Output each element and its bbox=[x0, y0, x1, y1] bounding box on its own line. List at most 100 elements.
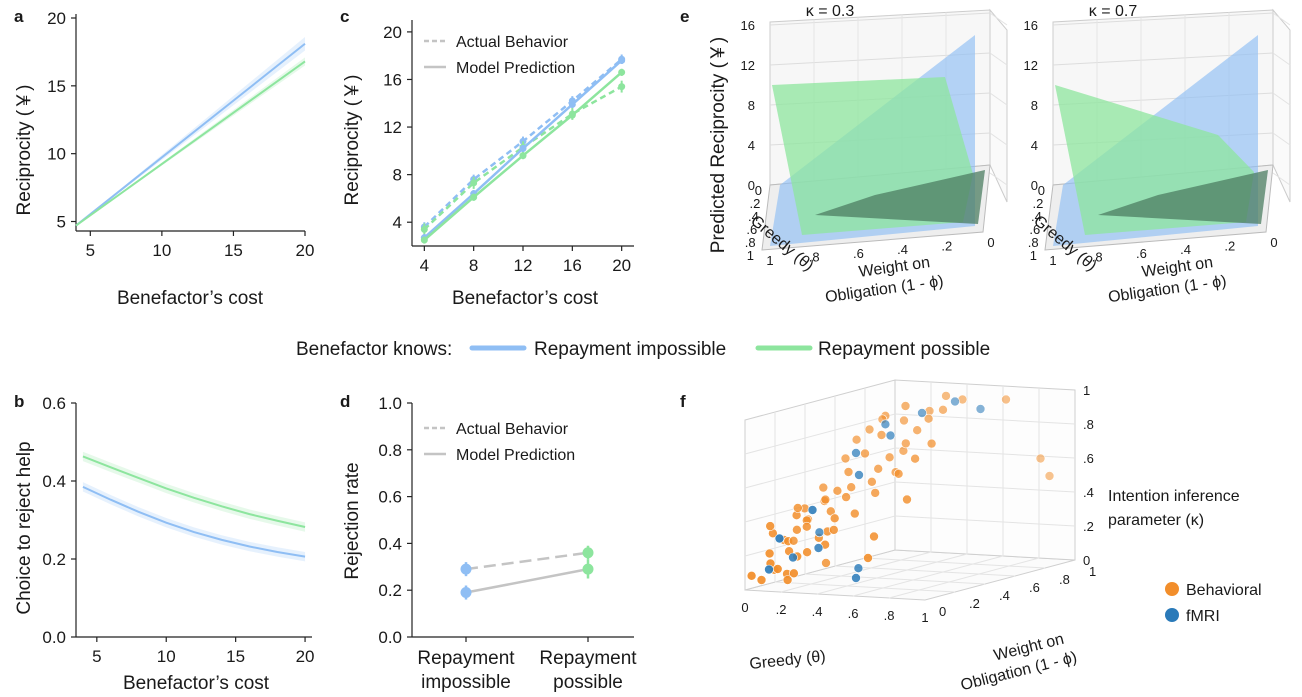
legend-title: Benefactor knows: bbox=[296, 339, 452, 360]
behavioral-point bbox=[910, 453, 920, 464]
behavioral-point bbox=[926, 438, 937, 449]
panel-a-xlabel: Benefactor’s cost bbox=[117, 288, 264, 309]
theta-tick-label: .6 bbox=[746, 222, 757, 237]
z-tick-label: 8 bbox=[1031, 98, 1038, 113]
kappa-tick-label: .2 bbox=[1083, 519, 1094, 534]
behavioral-point bbox=[870, 488, 881, 498]
panel-f-zlabel-1: Intention inference bbox=[1108, 488, 1240, 505]
data-point bbox=[470, 193, 478, 201]
fit-curve-possible bbox=[82, 455, 306, 528]
back-right-pane bbox=[894, 379, 1076, 561]
theta-tick-label: 0 bbox=[755, 183, 762, 198]
panel-label-a: a bbox=[14, 7, 24, 26]
panel-label-f: f bbox=[680, 392, 686, 411]
panel-b-xlabel: Benefactor’s cost bbox=[123, 673, 270, 694]
behavioral-point bbox=[876, 430, 887, 440]
legend-actual-label-d: Actual Behavior bbox=[456, 421, 569, 438]
y-tick-label: 0.6 bbox=[378, 488, 402, 507]
behavioral-point bbox=[912, 425, 923, 436]
behavioral-point bbox=[1001, 394, 1011, 405]
behavioral-point bbox=[782, 575, 793, 585]
fmri-point bbox=[885, 430, 896, 441]
fmri-point bbox=[917, 408, 927, 418]
weight-tick-label: .4 bbox=[897, 242, 908, 257]
x-tick-label: 10 bbox=[152, 241, 171, 260]
legend-fmri-label: fMRI bbox=[1186, 608, 1220, 625]
fmri-point bbox=[851, 448, 861, 458]
panel-f-legend: Behavioral fMRI bbox=[1165, 582, 1262, 625]
behavioral-point bbox=[864, 424, 875, 435]
y-tick-label: 0.6 bbox=[42, 394, 66, 413]
grid-line bbox=[989, 92, 1008, 106]
x-tick-label: 16 bbox=[563, 256, 582, 275]
confidence-band-possible bbox=[76, 57, 305, 226]
weight-tick-label: .4 bbox=[1180, 242, 1191, 257]
panel-label-e: e bbox=[680, 7, 689, 26]
grid-line bbox=[744, 447, 896, 489]
category-label: impossible bbox=[421, 672, 511, 693]
y-tick-label: 0.0 bbox=[378, 628, 402, 647]
legend-behavioral-label: Behavioral bbox=[1186, 582, 1262, 599]
y-tick-label: 1.0 bbox=[378, 394, 402, 413]
y-tick-label: 20 bbox=[383, 23, 402, 42]
fit-line-possible bbox=[75, 60, 306, 227]
weight-axis-label-2: Obligation (1 - ϕ) bbox=[1107, 273, 1227, 306]
data-point bbox=[420, 225, 428, 233]
x-tick-label: 20 bbox=[296, 647, 315, 666]
y-tick-label: 4 bbox=[393, 213, 402, 232]
panel-a: a 5 10 15 20 5 10 15 20 Benefactor’s cost Recip… bbox=[14, 7, 314, 309]
behavioral-point bbox=[821, 558, 831, 568]
fmri-point bbox=[807, 505, 818, 515]
fmri-point bbox=[788, 552, 798, 563]
theta-tick-label: .6 bbox=[1029, 222, 1040, 237]
confidence-band-possible bbox=[82, 451, 306, 532]
legend-actual-label: Actual Behavior bbox=[456, 34, 569, 51]
z-tick-label: 4 bbox=[1031, 138, 1038, 153]
y-tick-label: 10 bbox=[47, 145, 66, 164]
category-label: possible bbox=[553, 672, 623, 693]
grid-line bbox=[852, 555, 1004, 597]
grid-line bbox=[744, 413, 896, 455]
grid-line bbox=[989, 12, 1008, 26]
side-wall bbox=[989, 8, 1008, 203]
weight-tick-label: .8 bbox=[1092, 249, 1103, 264]
panel-d-legend: Actual Behavior Model Prediction bbox=[424, 421, 575, 464]
behavioral-point bbox=[900, 401, 911, 411]
behavioral-point bbox=[893, 468, 904, 479]
fit-line-impossible bbox=[75, 42, 306, 227]
x-tick-label: 15 bbox=[224, 241, 243, 260]
data-point bbox=[519, 144, 527, 152]
data-point bbox=[618, 68, 626, 76]
y-tick-label: 0.2 bbox=[378, 581, 402, 600]
x-tick-label: 20 bbox=[612, 256, 631, 275]
data-point bbox=[618, 56, 626, 64]
greedy-tick-label: .6 bbox=[848, 606, 859, 621]
subplot-title: κ = 0.3 bbox=[806, 3, 855, 20]
behavioral-point bbox=[867, 476, 877, 487]
grid-line bbox=[1272, 92, 1291, 106]
kappa-tick-label: .8 bbox=[1083, 417, 1094, 432]
panel-label-c: c bbox=[340, 7, 349, 26]
kappa-tick-label: 1 bbox=[1083, 383, 1090, 398]
behavioral-point bbox=[923, 413, 934, 424]
legend-prediction-label: Model Prediction bbox=[456, 60, 575, 77]
legend-possible-label: Repayment possible bbox=[818, 339, 990, 360]
x-tick-label: 10 bbox=[157, 647, 176, 666]
confidence-band-impossible bbox=[76, 36, 305, 226]
weight-tick-label: .4 bbox=[999, 588, 1010, 603]
greedy-tick-label: .8 bbox=[884, 608, 895, 623]
weight-tick-label: .2 bbox=[969, 596, 980, 611]
behavioral-point bbox=[801, 521, 812, 532]
behavioral-point bbox=[788, 535, 799, 546]
x-tick-label: 12 bbox=[514, 256, 533, 275]
panel-c-ylabel: Reciprocity (￥) bbox=[342, 75, 363, 206]
behavioral-point bbox=[860, 448, 870, 459]
behavioral-point bbox=[829, 513, 840, 524]
grid-line bbox=[1272, 12, 1291, 26]
data-point bbox=[568, 111, 576, 119]
z-tick-label: 0 bbox=[748, 178, 755, 193]
x-tick-label: 20 bbox=[296, 241, 315, 260]
panel-c-legend: Actual Behavior Model Prediction bbox=[424, 34, 575, 77]
grid-line bbox=[834, 565, 1016, 577]
fit-curve-impossible bbox=[82, 485, 306, 558]
